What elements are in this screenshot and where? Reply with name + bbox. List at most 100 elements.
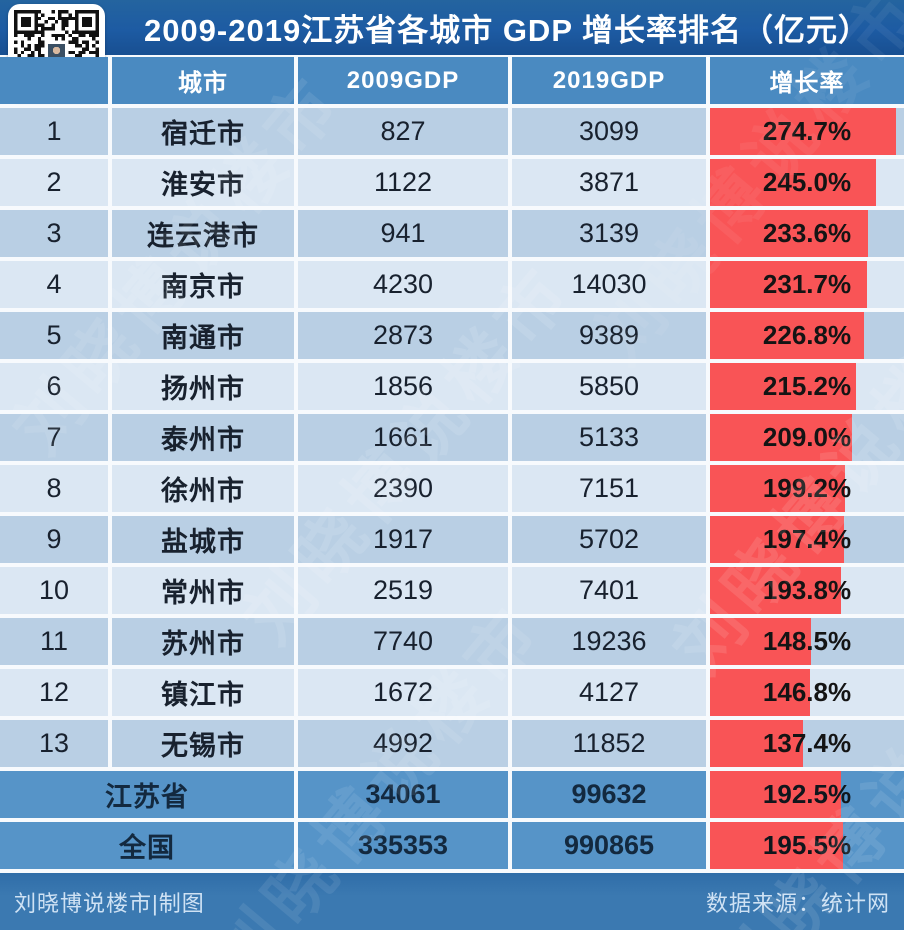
city-cell: 无锡市 xyxy=(112,720,294,767)
growth-rate-bar xyxy=(710,465,846,512)
city-cell: 泰州市 xyxy=(112,414,294,461)
summary-row: 全国 335353 990865 195.5% xyxy=(0,822,904,869)
gdp-2019-cell: 5850 xyxy=(512,363,706,410)
rank-cell: 7 xyxy=(0,414,108,461)
city-cell: 盐城市 xyxy=(112,516,294,563)
title-bar: 2009-2019江苏省各城市 GDP 增长率排名（亿元） xyxy=(0,0,904,101)
table-row: 9 盐城市 1917 5702 197.4% xyxy=(0,516,904,563)
city-cell: 镇江市 xyxy=(112,669,294,716)
rank-cell: 3 xyxy=(0,210,108,257)
growth-rate-cell: 209.0% xyxy=(710,414,904,461)
table-row: 2 淮安市 1122 3871 245.0% xyxy=(0,159,904,206)
rank-cell: 4 xyxy=(0,261,108,308)
rank-cell: 8 xyxy=(0,465,108,512)
growth-rate-cell: 245.0% xyxy=(710,159,904,206)
growth-rate-label: 192.5% xyxy=(762,779,852,809)
growth-rate-cell: 146.8% xyxy=(710,669,904,716)
gdp-2019-cell: 14030 xyxy=(512,261,706,308)
summary-row: 江苏省 34061 99632 192.5% xyxy=(0,771,904,818)
table-row: 1 宿迁市 827 3099 274.7% xyxy=(0,108,904,155)
gdp-2019-cell: 4127 xyxy=(512,669,706,716)
growth-rate-label: 199.2% xyxy=(762,473,852,503)
rank-cell: 10 xyxy=(0,567,108,614)
growth-rate-bar xyxy=(710,414,852,461)
header-growth-rate: 增长率 xyxy=(710,57,904,104)
growth-rate-bar xyxy=(710,720,804,767)
rank-cell: 13 xyxy=(0,720,108,767)
gdp-2009-cell: 1122 xyxy=(298,159,508,206)
growth-rate-cell: 193.8% xyxy=(710,567,904,614)
city-cell: 连云港市 xyxy=(112,210,294,257)
growth-rate-cell: 197.4% xyxy=(710,516,904,563)
table-row: 12 镇江市 1672 4127 146.8% xyxy=(0,669,904,716)
city-cell: 苏州市 xyxy=(112,618,294,665)
gdp-2009-cell: 2519 xyxy=(298,567,508,614)
gdp-2019-cell: 3139 xyxy=(512,210,706,257)
table-row: 10 常州市 2519 7401 193.8% xyxy=(0,567,904,614)
growth-rate-bar xyxy=(710,312,864,359)
rank-cell: 12 xyxy=(0,669,108,716)
header-gdp-2019: 2019GDP xyxy=(512,57,706,104)
gdp-2009-cell: 1661 xyxy=(298,414,508,461)
gdp-2019-cell: 7151 xyxy=(512,465,706,512)
growth-rate-bar xyxy=(710,363,856,410)
city-cell: 淮安市 xyxy=(112,159,294,206)
gdp-2009-cell: 335353 xyxy=(298,822,508,869)
gdp-2009-cell: 1856 xyxy=(298,363,508,410)
table-row: 8 徐州市 2390 7151 199.2% xyxy=(0,465,904,512)
gdp-2009-cell: 4992 xyxy=(298,720,508,767)
table-row: 5 南通市 2873 9389 226.8% xyxy=(0,312,904,359)
gdp-2019-cell: 3871 xyxy=(512,159,706,206)
growth-rate-label: 233.6% xyxy=(762,218,852,248)
growth-rate-bar xyxy=(710,261,868,308)
gdp-2009-cell: 7740 xyxy=(298,618,508,665)
city-cell: 扬州市 xyxy=(112,363,294,410)
growth-rate-cell: 233.6% xyxy=(710,210,904,257)
header-city: 城市 xyxy=(112,57,294,104)
growth-rate-cell: 137.4% xyxy=(710,720,904,767)
growth-rate-label: 137.4% xyxy=(762,728,852,758)
growth-rate-label: 226.8% xyxy=(762,320,852,350)
gdp-2009-cell: 1672 xyxy=(298,669,508,716)
table-row: 13 无锡市 4992 11852 137.4% xyxy=(0,720,904,767)
growth-rate-bar xyxy=(710,669,810,716)
gdp-2019-cell: 990865 xyxy=(512,822,706,869)
city-cell: 徐州市 xyxy=(112,465,294,512)
growth-rate-label: 195.5% xyxy=(762,830,852,860)
growth-rate-cell: 199.2% xyxy=(710,465,904,512)
gdp-2009-cell: 941 xyxy=(298,210,508,257)
summary-name-cell: 全国 xyxy=(0,822,294,869)
rank-cell: 1 xyxy=(0,108,108,155)
rank-cell: 11 xyxy=(0,618,108,665)
growth-rate-label: 146.8% xyxy=(762,677,852,707)
rank-cell: 5 xyxy=(0,312,108,359)
gdp-2019-cell: 11852 xyxy=(512,720,706,767)
rank-cell: 9 xyxy=(0,516,108,563)
gdp-2009-cell: 2390 xyxy=(298,465,508,512)
growth-rate-bar xyxy=(710,822,843,869)
gdp-2019-cell: 99632 xyxy=(512,771,706,818)
rank-cell: 2 xyxy=(0,159,108,206)
growth-rate-bar xyxy=(710,210,869,257)
growth-rate-bar xyxy=(710,567,842,614)
growth-rate-bar xyxy=(710,618,811,665)
growth-rate-label: 245.0% xyxy=(762,167,852,197)
header-gdp-2009: 2009GDP xyxy=(298,57,508,104)
gdp-2019-cell: 3099 xyxy=(512,108,706,155)
growth-rate-label: 197.4% xyxy=(762,524,852,554)
growth-rate-cell: 195.5% xyxy=(710,822,904,869)
growth-rate-cell: 274.7% xyxy=(710,108,904,155)
gdp-2019-cell: 7401 xyxy=(512,567,706,614)
city-cell: 南通市 xyxy=(112,312,294,359)
table-row: 7 泰州市 1661 5133 209.0% xyxy=(0,414,904,461)
growth-rate-cell: 215.2% xyxy=(710,363,904,410)
growth-rate-label: 209.0% xyxy=(762,422,852,452)
growth-rate-cell: 226.8% xyxy=(710,312,904,359)
gdp-2009-cell: 34061 xyxy=(298,771,508,818)
gdp-2019-cell: 19236 xyxy=(512,618,706,665)
footer-credit: 刘晓博说楼市|制图 xyxy=(14,890,205,916)
table-row: 6 扬州市 1856 5850 215.2% xyxy=(0,363,904,410)
growth-rate-label: 148.5% xyxy=(762,626,852,656)
gdp-2019-cell: 5133 xyxy=(512,414,706,461)
gdp-2019-cell: 5702 xyxy=(512,516,706,563)
